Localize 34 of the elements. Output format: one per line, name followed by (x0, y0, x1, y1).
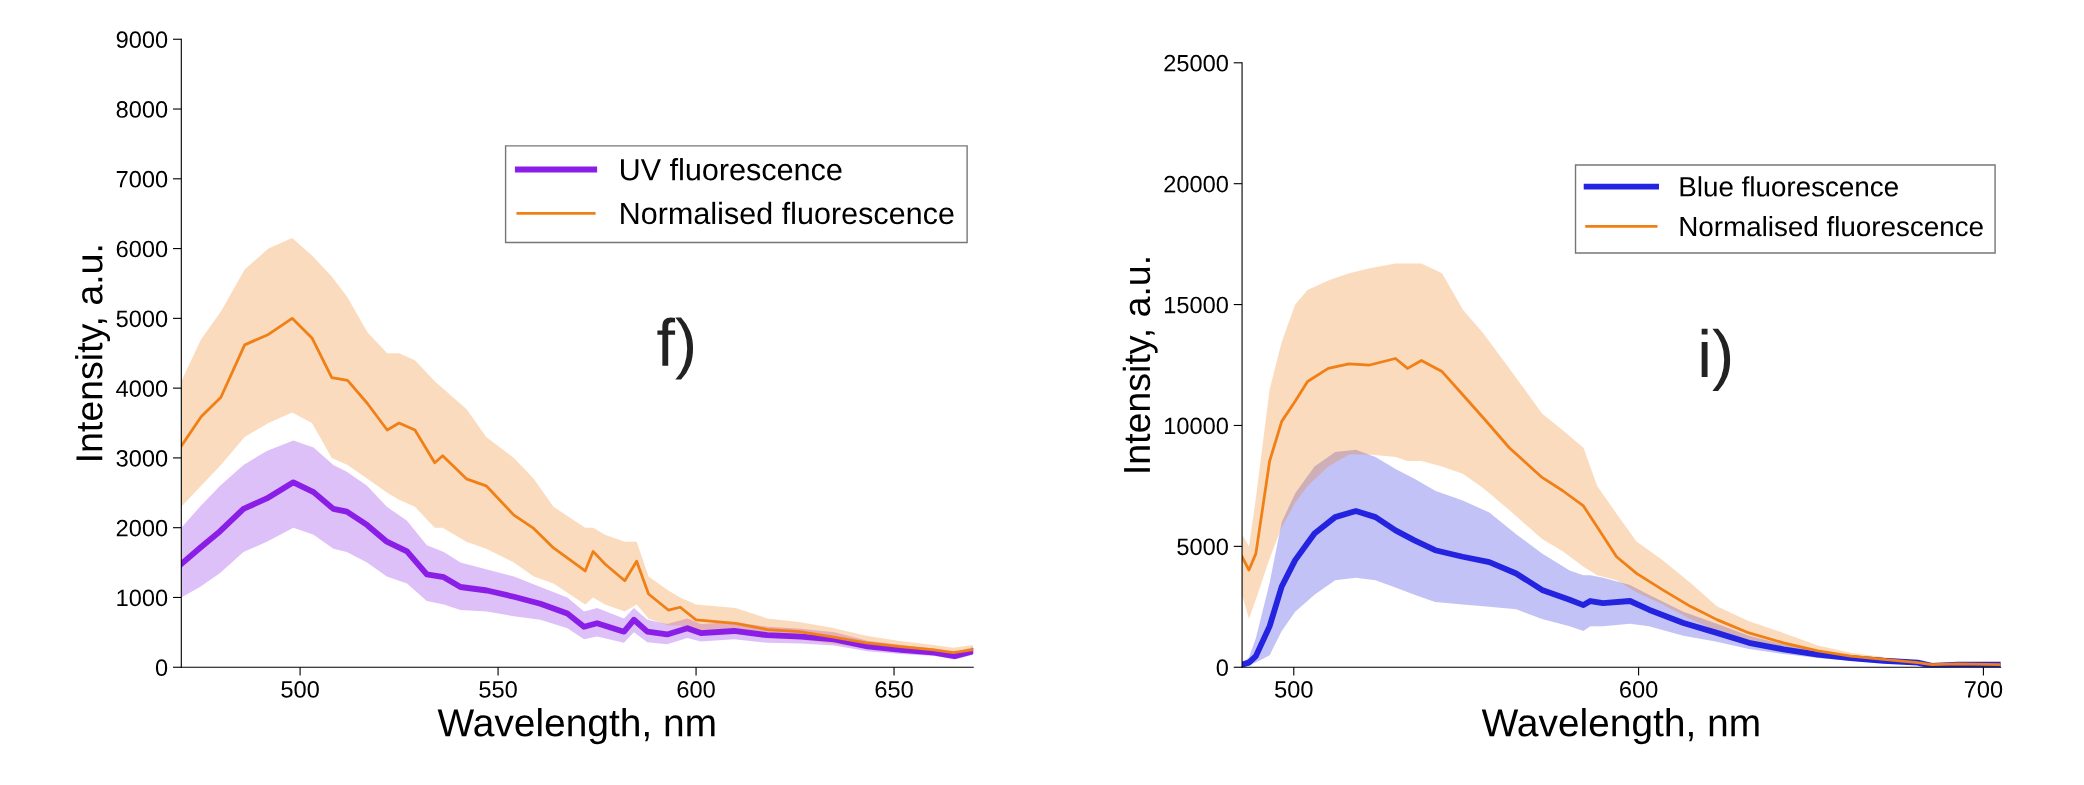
x-tick-label: 700 (1964, 681, 2003, 698)
y-tick-label: 4000 (116, 380, 168, 397)
y-tick-label: 15000 (1165, 296, 1228, 314)
y-tick-label: 8000 (116, 101, 168, 118)
y-axis-title: Intensity, a.u. (1122, 258, 1158, 472)
y-tick-label: 10000 (1165, 417, 1228, 435)
y-tick-label: 0 (1216, 659, 1228, 677)
annotation: f) (657, 317, 694, 380)
y-tick-label: 20000 (1164, 175, 1228, 193)
y-tick-label: 0 (155, 659, 168, 677)
y-tick-label: 7000 (116, 170, 168, 188)
x-axis-title: Wavelength, nm (1481, 708, 1759, 745)
y-tick-label: 2000 (116, 519, 168, 537)
y-tick-label: 5000 (1177, 538, 1228, 556)
annotation: i) (1701, 328, 1731, 391)
legend-label: Normalised fluorescence (1680, 215, 1983, 237)
x-tick-label: 600 (677, 681, 715, 698)
x-tick-label: 500 (1275, 681, 1313, 698)
line-series (181, 316, 974, 654)
y-tick-label: 3000 (116, 449, 168, 467)
x-axis-title: Wavelength, nm (437, 708, 715, 745)
legend-label: Blue fluorescence (1680, 176, 1898, 197)
y-tick-label: 6000 (116, 240, 168, 258)
y-axis-title: Intensity, a.u. (75, 246, 111, 460)
y-tick-label: 9000 (116, 31, 168, 49)
x-tick-label: 500 (281, 681, 319, 698)
x-tick-label: 550 (479, 681, 517, 698)
y-tick-label: 25000 (1164, 54, 1228, 72)
legend-label: Normalised fluorescence (621, 201, 954, 225)
y-tick-label: 1000 (117, 589, 168, 607)
legend-label: UV fluorescence (621, 158, 842, 181)
x-tick-label: 600 (1620, 681, 1658, 698)
x-tick-label: 650 (875, 681, 913, 698)
y-tick-label: 5000 (116, 310, 168, 328)
